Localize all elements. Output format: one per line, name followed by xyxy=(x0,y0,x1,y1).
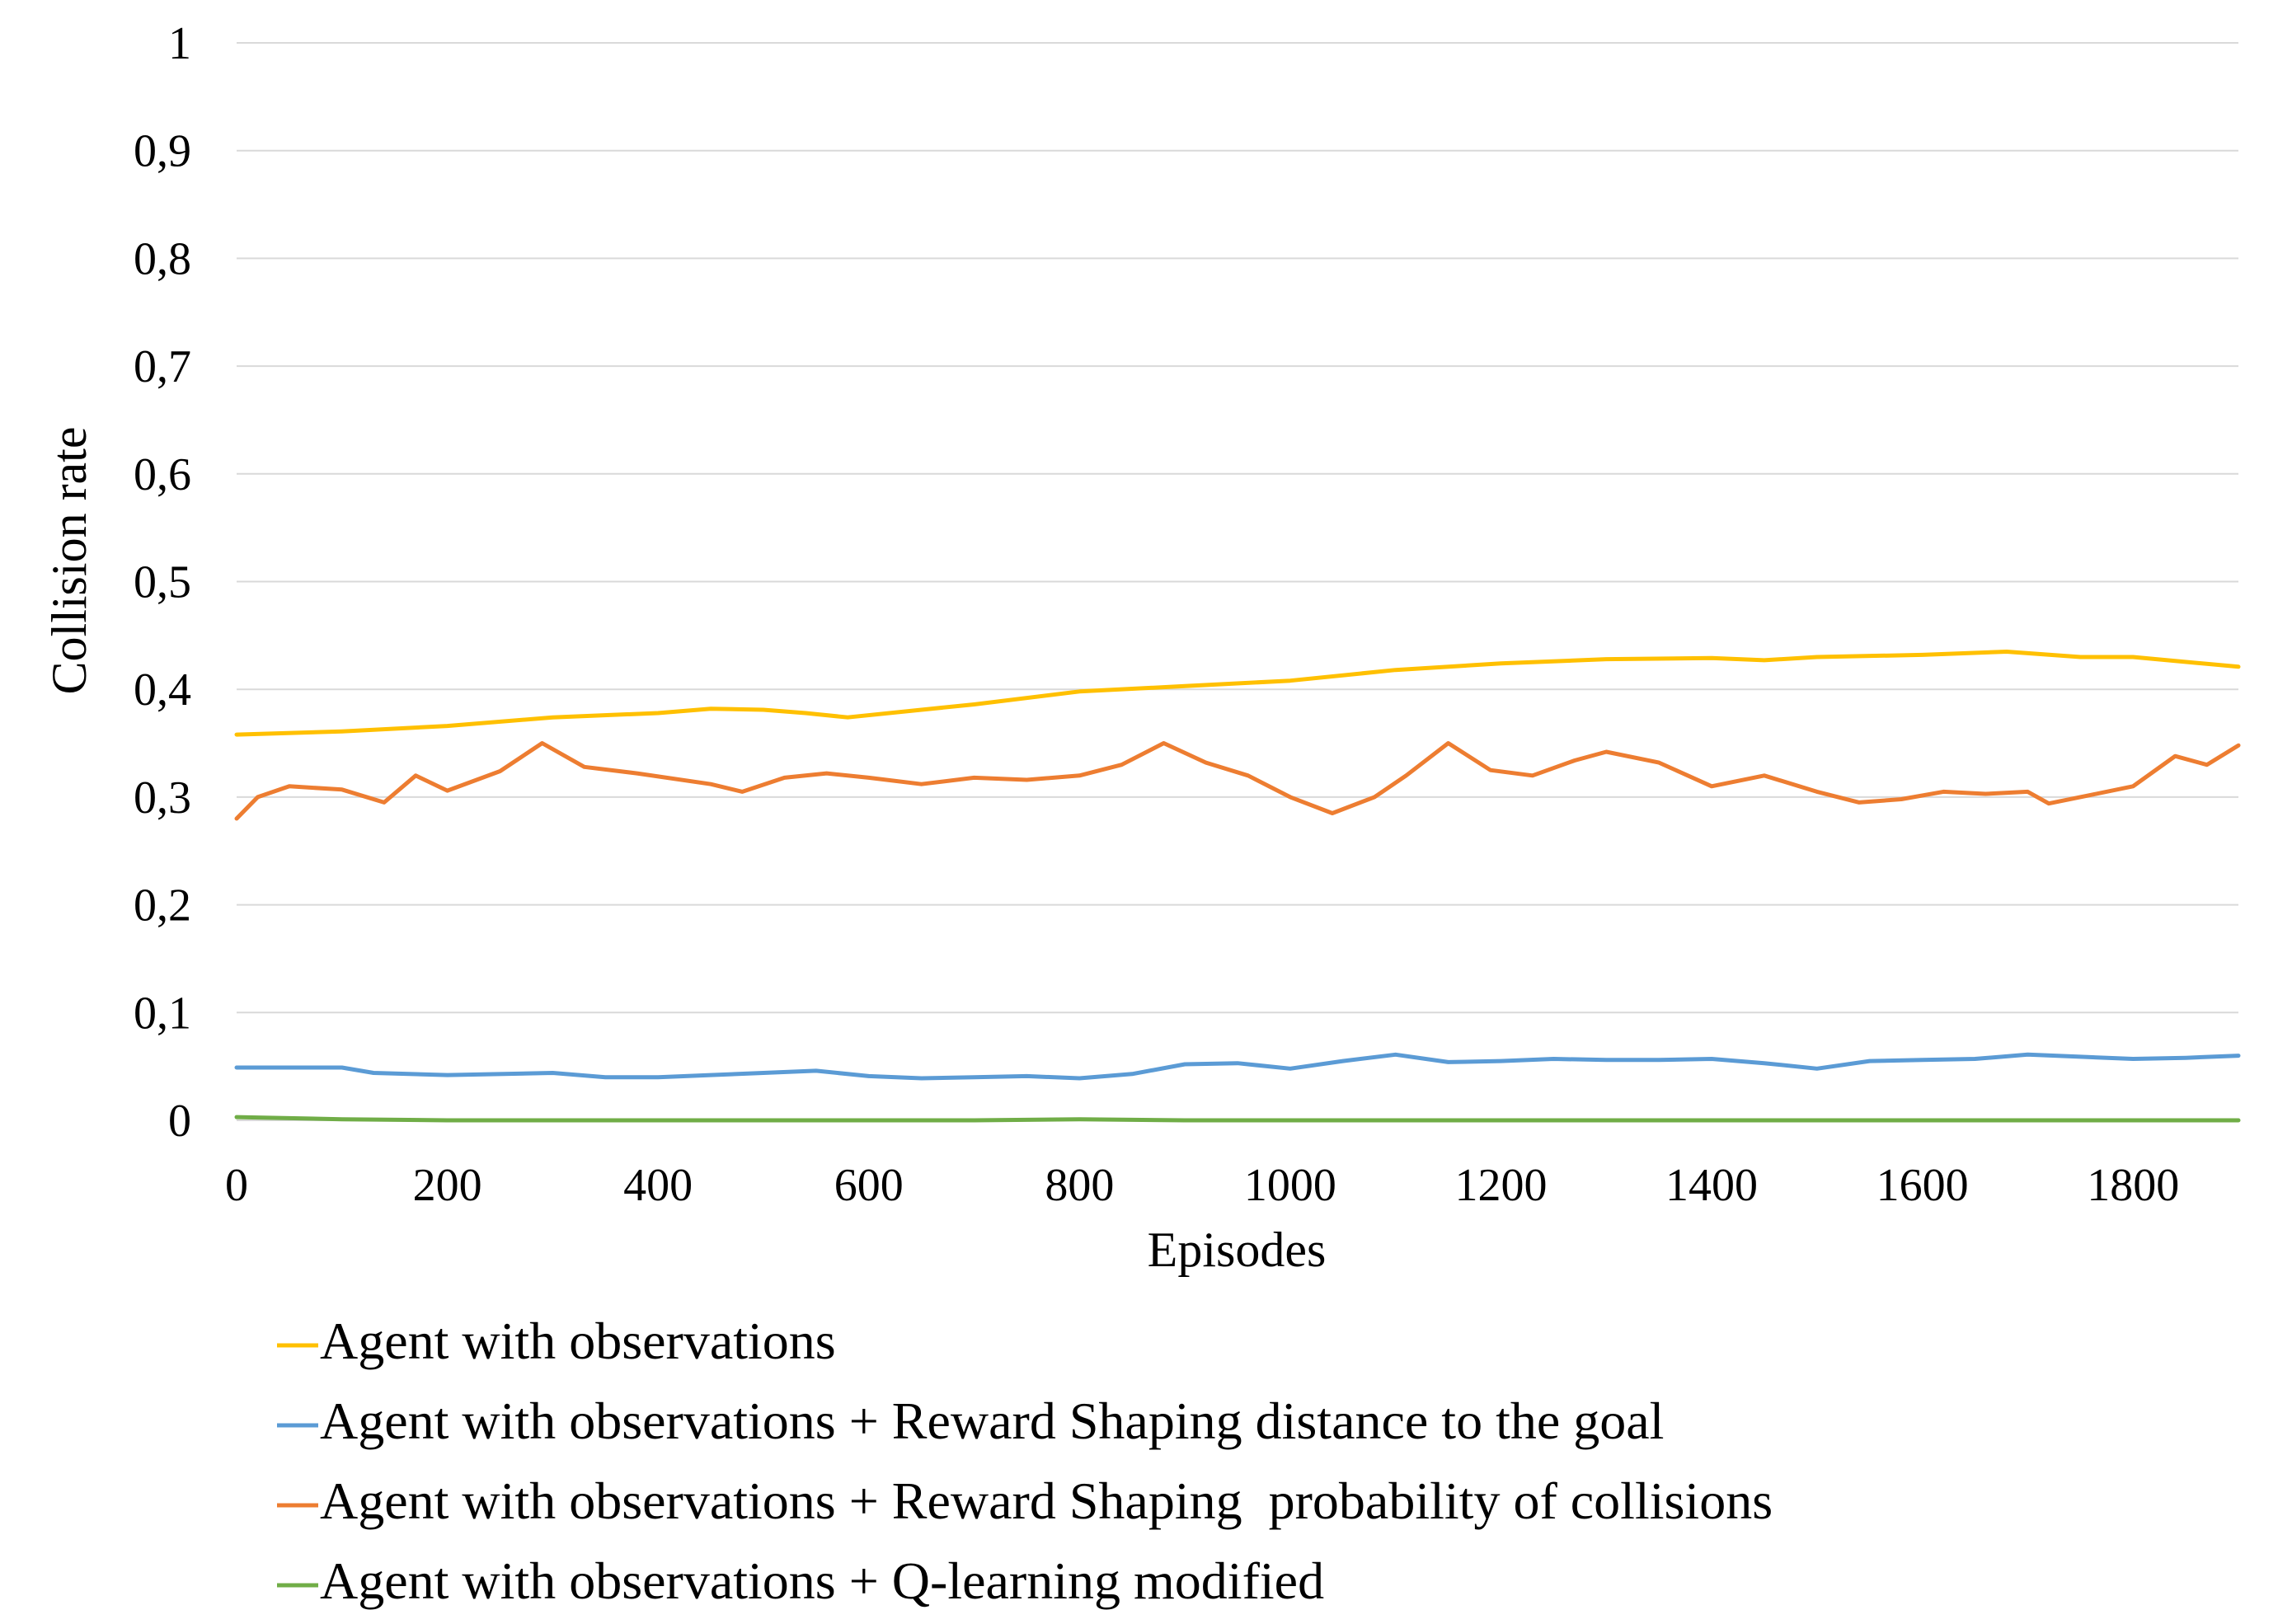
y-tick-labels: 0 0,1 0,2 0,3 0,4 0,5 0,6 0,7 0,8 0,9 1 xyxy=(134,18,191,1147)
x-tick-label: 600 xyxy=(834,1160,904,1211)
x-tick-label: 1000 xyxy=(1244,1160,1336,1211)
legend-label-2: Agent with observations + Reward Shaping… xyxy=(320,1392,1664,1450)
x-tick-label: 1200 xyxy=(1454,1160,1547,1211)
x-tick-label: 0 xyxy=(225,1160,248,1211)
y-tick-label: 0,7 xyxy=(134,341,191,392)
legend: Agent with observations Agent with observ… xyxy=(277,1312,1773,1610)
y-tick-label: 0,4 xyxy=(134,664,191,716)
legend-label-1: Agent with observations xyxy=(320,1312,836,1370)
x-tick-label: 200 xyxy=(413,1160,482,1211)
y-tick-label: 0,5 xyxy=(134,557,191,608)
y-axis-title: Collision rate xyxy=(42,427,96,695)
legend-label-3: Agent with observations + Reward Shaping… xyxy=(320,1471,1773,1530)
legend-label-4: Agent with observations + Q-learning mod… xyxy=(320,1551,1324,1610)
series-line-1 xyxy=(234,650,2241,737)
x-tick-label: 1400 xyxy=(1665,1160,1758,1211)
series-line-2 xyxy=(234,1052,2241,1081)
y-tick-label: 1 xyxy=(168,18,191,69)
x-tick-label: 1800 xyxy=(2087,1160,2179,1211)
y-tick-label: 0,3 xyxy=(134,772,191,824)
y-tick-label: 0 xyxy=(168,1096,191,1147)
y-tick-label: 0,8 xyxy=(134,233,191,284)
y-tick-label: 0,9 xyxy=(134,126,191,177)
x-tick-label: 1600 xyxy=(1876,1160,1969,1211)
x-axis-title: Episodes xyxy=(1148,1223,1327,1277)
series-line-4 xyxy=(234,1115,2241,1123)
x-tick-labels: 0 200 400 600 800 1000 1200 1400 1600 1800 xyxy=(225,1160,2179,1211)
y-tick-label: 0,1 xyxy=(134,988,191,1039)
x-tick-label: 800 xyxy=(1045,1160,1114,1211)
y-tick-label: 0,2 xyxy=(134,880,191,932)
series-line-3 xyxy=(234,741,2241,821)
x-tick-label: 400 xyxy=(623,1160,693,1211)
gridlines xyxy=(237,42,2238,1121)
y-tick-label: 0,6 xyxy=(134,449,191,500)
series-lines xyxy=(234,650,2241,1123)
